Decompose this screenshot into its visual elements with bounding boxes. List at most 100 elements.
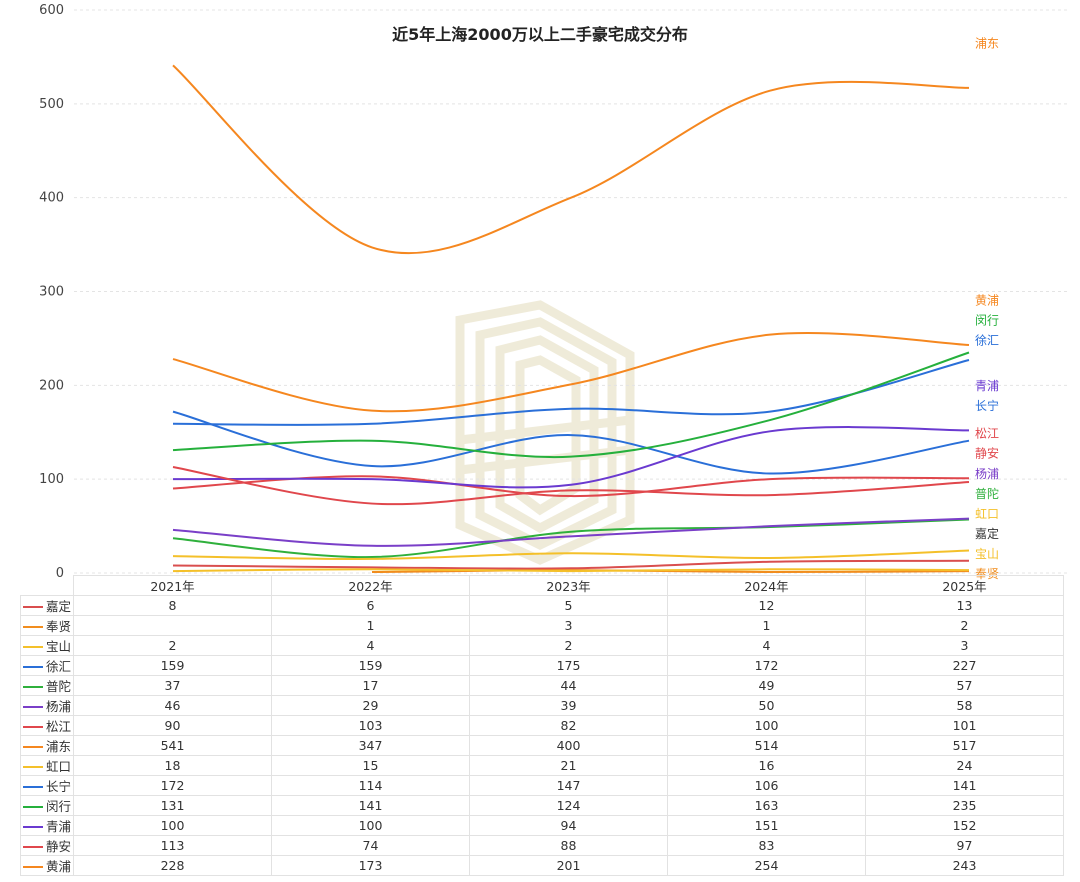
- table-cell: 227: [865, 655, 1064, 676]
- y-tick-label: 300: [39, 285, 64, 300]
- table-row-label: 闵行: [20, 795, 74, 816]
- table-row: 黄浦 228 173 201 254 243: [20, 855, 1064, 876]
- legend-swatch-icon: [23, 605, 43, 608]
- end-label-长宁: 长宁: [975, 398, 999, 413]
- row-label-text: 嘉定: [46, 599, 72, 614]
- table-cell: [73, 615, 272, 636]
- table-cell: 15: [271, 755, 470, 776]
- table-row-label: 静安: [20, 835, 74, 856]
- table-cell: 400: [469, 735, 668, 756]
- end-label-杨浦: 杨浦: [975, 466, 999, 481]
- table-cell: 172: [667, 655, 866, 676]
- table-cell: 83: [667, 835, 866, 856]
- end-label-嘉定: 嘉定: [975, 526, 999, 541]
- table-cell: 12: [667, 595, 866, 616]
- table-row-label: 奉贤: [20, 615, 74, 636]
- y-tick-label: 600: [39, 3, 64, 18]
- table-row: 徐汇 159 159 175 172 227: [20, 655, 1064, 676]
- end-label-黄浦: 黄浦: [975, 293, 999, 307]
- table-cell: 21: [469, 755, 668, 776]
- table-cell: 1: [667, 615, 866, 636]
- table-row-label: 青浦: [20, 815, 74, 836]
- table-row: 嘉定 8 6 5 12 13: [20, 595, 1064, 616]
- y-tick-label: 500: [39, 97, 64, 112]
- table-cell: 46: [73, 695, 272, 716]
- table-cell: 131: [73, 795, 272, 816]
- table-cell: 18: [73, 755, 272, 776]
- table-cell: 163: [667, 795, 866, 816]
- table-header-2025: 2025年: [865, 575, 1064, 596]
- legend-swatch-icon: [23, 705, 43, 708]
- chart-title: 近5年上海2000万以上二手豪宅成交分布: [392, 25, 688, 44]
- series-line-青浦: [172, 426, 970, 489]
- y-tick-label: 400: [39, 191, 64, 206]
- table-row-label: 宝山: [20, 635, 74, 656]
- series-line-虹口: [172, 549, 970, 560]
- table-cell: 5: [469, 595, 668, 616]
- table-cell: 88: [469, 835, 668, 856]
- series-line-闵行: [172, 351, 970, 459]
- row-label-text: 青浦: [46, 819, 72, 834]
- row-label-text: 普陀: [46, 679, 72, 694]
- table-header-2022: 2022年: [271, 575, 470, 596]
- end-label-徐汇: 徐汇: [975, 332, 999, 347]
- table-cell: 37: [73, 675, 272, 696]
- row-label-text: 长宁: [46, 779, 72, 794]
- table-cell: 82: [469, 715, 668, 736]
- row-label-text: 静安: [46, 839, 72, 854]
- table-cell: 57: [865, 675, 1064, 696]
- row-label-text: 黄浦: [46, 859, 72, 874]
- table-cell: 235: [865, 795, 1064, 816]
- table-cell: 1: [271, 615, 470, 636]
- table-cell: 172: [73, 775, 272, 796]
- table-row-label: 杨浦: [20, 695, 74, 716]
- table-cell: 201: [469, 855, 668, 876]
- table-cell: 50: [667, 695, 866, 716]
- table-cell: 100: [73, 815, 272, 836]
- series-line-普陀: [172, 518, 970, 559]
- table-row: 宝山 2 4 2 4 3: [20, 635, 1064, 656]
- table-row-label: 普陀: [20, 675, 74, 696]
- series-line-浦东: [172, 64, 970, 255]
- table-cell: 124: [469, 795, 668, 816]
- table-cell: 114: [271, 775, 470, 796]
- table-cell: 106: [667, 775, 866, 796]
- table-cell: 541: [73, 735, 272, 756]
- legend-swatch-icon: [23, 825, 43, 828]
- table-header-row: 2021年 2022年 2023年 2024年 2025年: [21, 575, 1064, 596]
- row-label-text: 奉贤: [46, 619, 72, 634]
- table-cell: 90: [73, 715, 272, 736]
- table-cell: 6: [271, 595, 470, 616]
- table-cell: 16: [667, 755, 866, 776]
- table-cell: 173: [271, 855, 470, 876]
- series-line-宝山: [172, 568, 970, 573]
- table-cell: 243: [865, 855, 1064, 876]
- table-cell: 100: [271, 815, 470, 836]
- table-header-2024: 2024年: [667, 575, 866, 596]
- table-cell: 514: [667, 735, 866, 756]
- row-label-text: 虹口: [46, 759, 72, 774]
- legend-swatch-icon: [23, 685, 43, 688]
- table-row: 长宁 172 114 147 106 141: [20, 775, 1064, 796]
- table-row-label: 长宁: [20, 775, 74, 796]
- table-cell: 147: [469, 775, 668, 796]
- row-label-text: 闵行: [46, 799, 72, 814]
- series-line-徐汇: [172, 359, 970, 426]
- table-cell: 2: [73, 635, 272, 656]
- end-label-青浦: 青浦: [975, 379, 999, 393]
- end-label-宝山: 宝山: [975, 547, 999, 561]
- table-cell: 159: [271, 655, 470, 676]
- series-line-黄浦: [172, 332, 970, 413]
- table-cell: 152: [865, 815, 1064, 836]
- table-cell: 3: [469, 615, 668, 636]
- legend-swatch-icon: [23, 865, 43, 868]
- table-cell: 94: [469, 815, 668, 836]
- table-corner: [21, 576, 74, 596]
- legend-swatch-icon: [23, 625, 43, 628]
- table-cell: 49: [667, 675, 866, 696]
- table-cell: 74: [271, 835, 470, 856]
- row-label-text: 宝山: [46, 639, 72, 654]
- table-row-label: 黄浦: [20, 855, 74, 876]
- table-cell: 39: [469, 695, 668, 716]
- legend-swatch-icon: [23, 725, 43, 728]
